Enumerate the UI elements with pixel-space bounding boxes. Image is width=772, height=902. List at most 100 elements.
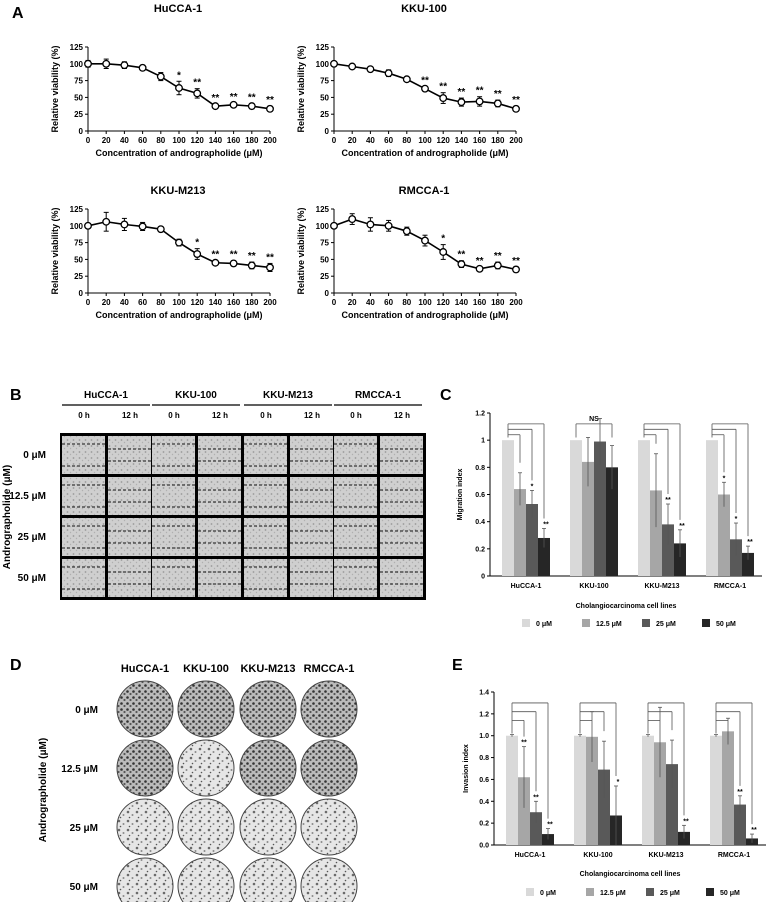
- wound-healing-panel: HuCCA-1 0 h 12 h KKU-100 0 h 12 h KKU-M213 0 h 1…: [2, 390, 426, 600]
- wound-image: [152, 518, 195, 556]
- bar: [730, 539, 742, 576]
- wound-image: [380, 518, 423, 556]
- invasion-well: [116, 680, 174, 738]
- y-tick-label: 0: [79, 289, 84, 298]
- y-tick-label: 0.8: [479, 755, 489, 762]
- cell-line-header: HuCCA-1: [84, 390, 128, 401]
- x-axis-label: Concentration of andrographolide (μM): [96, 310, 263, 320]
- significance-label: **: [494, 89, 502, 100]
- y-tick-label: 125: [70, 205, 84, 214]
- x-tick-label: 60: [138, 136, 147, 145]
- cell-line-header: KKU-100: [183, 663, 229, 675]
- x-tick-label: 140: [209, 298, 223, 307]
- bar: [594, 441, 606, 576]
- x-axis-label: Concentration of andrographolide (μM): [96, 148, 263, 158]
- y-tick-label: 125: [70, 43, 84, 52]
- data-point: [457, 98, 466, 107]
- dose-row-label: 50 μM: [18, 573, 46, 584]
- data-point: [120, 61, 129, 70]
- data-point: [330, 221, 338, 230]
- y-axis-label: Invasion index: [463, 744, 470, 793]
- time-label: 0 h: [260, 411, 272, 420]
- chart-title: HuCCA-1: [154, 3, 202, 15]
- x-tick-label: 40: [366, 298, 375, 307]
- invasion-well: [239, 798, 297, 856]
- y-axis-label: Relative viability (%): [296, 207, 306, 294]
- wound-image: [334, 559, 377, 597]
- significance-label: **: [248, 92, 256, 103]
- chart-title: KKU-M213: [150, 185, 205, 197]
- dose-row-label: 50 μM: [70, 882, 98, 893]
- significance-label: **: [476, 256, 484, 267]
- y-tick-label: 25: [320, 272, 329, 281]
- y-axis-label: Migration index: [457, 469, 464, 521]
- bar: [666, 764, 678, 845]
- bar: [650, 490, 662, 576]
- x-tick-label: 200: [263, 298, 277, 307]
- x-tick-label: 80: [402, 136, 411, 145]
- data-point: [266, 104, 274, 113]
- significance-label: **: [230, 92, 238, 103]
- legend-swatch: [582, 619, 590, 627]
- wound-image: [334, 477, 377, 515]
- x-tick-label: 180: [245, 298, 259, 307]
- data-point: [384, 69, 393, 78]
- y-tick-label: 100: [316, 60, 330, 69]
- dose-row-label: 25 μM: [70, 823, 98, 834]
- legend-swatch: [706, 888, 714, 896]
- bar: [718, 494, 730, 576]
- x-tick-label: 100: [172, 136, 186, 145]
- data-point: [439, 94, 448, 103]
- significance-label: *: [723, 475, 726, 482]
- bar: [506, 735, 518, 845]
- cell-line-header: RMCCA-1: [304, 663, 355, 675]
- bar: [674, 543, 686, 576]
- data-point: [348, 62, 357, 71]
- viability-chart-hucca1: HuCCA-1 0 25 50 75 100 125 0 20 40 60 80 100 120 140 16…: [50, 3, 277, 158]
- category-label: KKU-M213: [644, 583, 679, 590]
- significance-label: **: [679, 523, 685, 530]
- significance-label: **: [737, 789, 743, 796]
- wound-image: [152, 477, 195, 515]
- significance-label: **: [547, 822, 553, 829]
- x-axis-label: Concentration of andrographolide (μM): [342, 148, 509, 158]
- data-point: [84, 221, 92, 230]
- bar: [586, 736, 598, 845]
- significance-label: **: [458, 250, 466, 261]
- y-axis-label: Relative viability (%): [296, 45, 306, 132]
- data-point: [211, 258, 220, 267]
- legend-swatch: [522, 619, 530, 627]
- y-tick-label: 0.2: [479, 821, 489, 828]
- significance-label: **: [421, 76, 429, 87]
- x-tick-label: 140: [209, 136, 223, 145]
- data-point: [266, 263, 274, 272]
- x-tick-label: 200: [509, 298, 523, 307]
- legend-swatch: [646, 888, 654, 896]
- data-point: [247, 261, 256, 270]
- chart-title: KKU-100: [401, 3, 447, 15]
- dose-row-label: 0 μM: [75, 705, 98, 716]
- data-point: [175, 84, 183, 92]
- significance-label: *: [177, 70, 181, 81]
- significance-label: **: [751, 827, 757, 834]
- data-point: [84, 59, 92, 68]
- significance-label: *: [531, 483, 534, 490]
- significance-label: *: [735, 516, 738, 523]
- data-point: [512, 265, 520, 274]
- x-tick-label: 20: [102, 298, 111, 307]
- legend-label: 50 μM: [716, 621, 736, 628]
- invasion-well: [116, 739, 174, 797]
- y-tick-label: 125: [316, 205, 330, 214]
- data-point: [247, 102, 256, 111]
- legend-label: 12.5 μM: [600, 890, 626, 897]
- wound-image: [244, 477, 287, 515]
- dose-row-label: 0 μM: [23, 450, 46, 461]
- x-tick-label: 20: [348, 298, 357, 307]
- bar: [606, 467, 618, 576]
- x-tick-label: 140: [455, 298, 469, 307]
- cell-line-header: HuCCA-1: [121, 663, 169, 675]
- y-tick-label: 75: [320, 239, 329, 248]
- time-label: 12 h: [212, 411, 228, 420]
- significance-label: **: [543, 521, 549, 528]
- time-label: 12 h: [122, 411, 138, 420]
